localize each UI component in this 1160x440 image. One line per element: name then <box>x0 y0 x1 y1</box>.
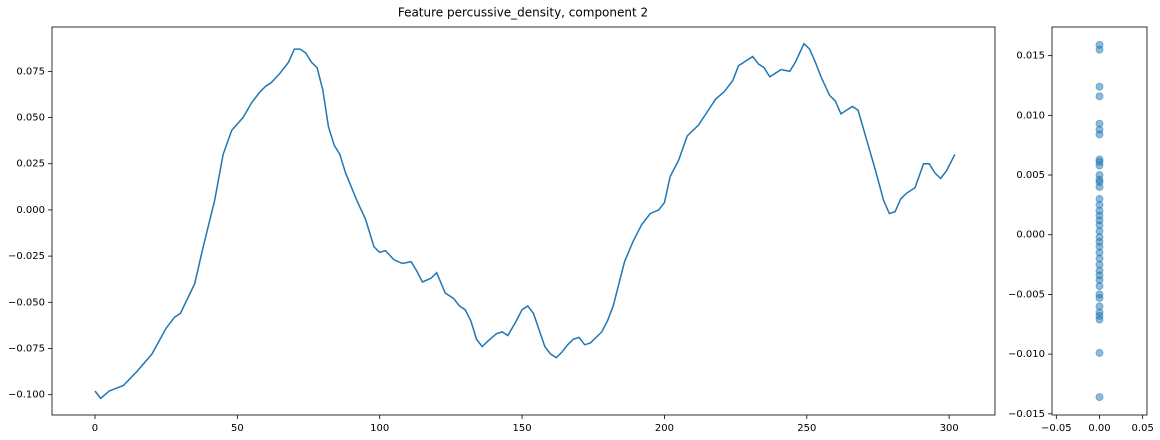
scatter-point <box>1095 92 1104 101</box>
y-tick-label: 0.075 <box>16 66 45 77</box>
scatter-point <box>1095 294 1104 303</box>
scatter-point <box>1095 182 1104 191</box>
x-tick-label: 0.00 <box>1088 423 1110 434</box>
y-tick-label: 0.025 <box>16 159 45 170</box>
scatter-point <box>1095 45 1104 54</box>
y-tick-label: −0.075 <box>8 343 45 354</box>
y-tick-label: −0.025 <box>8 251 45 262</box>
y-tick-label: 0.015 <box>1016 51 1045 62</box>
scatter-point <box>1095 393 1104 402</box>
x-tick-label: 250 <box>797 423 816 434</box>
scatter-point <box>1095 348 1104 357</box>
scatter-point <box>1095 315 1104 324</box>
scatter-point <box>1095 282 1104 291</box>
scatter-point <box>1095 161 1104 170</box>
x-tick-label: 0.05 <box>1132 423 1154 434</box>
y-tick-label: −0.015 <box>1008 409 1045 420</box>
x-tick-label: 0 <box>92 423 98 434</box>
x-tick-label: 50 <box>231 423 244 434</box>
x-tick-label: 200 <box>655 423 674 434</box>
scatter-point <box>1095 82 1104 91</box>
y-tick-label: −0.010 <box>1008 349 1045 360</box>
scatter-point <box>1095 130 1104 139</box>
y-tick-label: 0.010 <box>1016 110 1045 121</box>
y-tick-label: −0.100 <box>8 390 45 401</box>
data-line <box>94 42 956 400</box>
x-tick-label: 150 <box>513 423 532 434</box>
y-tick-label: 0.050 <box>16 113 45 124</box>
y-tick-label: 0.005 <box>1016 170 1045 181</box>
x-tick-label: −0.05 <box>1041 423 1072 434</box>
y-tick-label: −0.050 <box>8 297 45 308</box>
x-tick-label: 100 <box>370 423 389 434</box>
y-tick-label: 0.000 <box>16 205 45 216</box>
x-tick-label: 300 <box>940 423 959 434</box>
y-tick-label: −0.005 <box>1008 289 1045 300</box>
axes-frame <box>51 26 996 416</box>
y-tick-label: 0.000 <box>1016 230 1045 241</box>
chart-title: Feature percussive_density, component 2 <box>398 6 648 20</box>
